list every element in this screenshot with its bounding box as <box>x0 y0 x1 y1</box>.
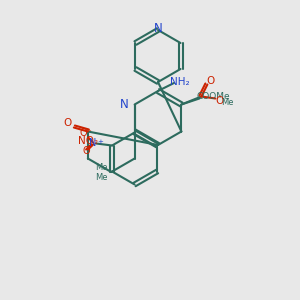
Text: COOMe: COOMe <box>196 92 230 101</box>
Text: NH₂: NH₂ <box>170 77 190 87</box>
Text: Me: Me <box>95 163 107 172</box>
Text: O: O <box>215 95 223 106</box>
Text: N: N <box>154 22 162 35</box>
Text: O: O <box>64 118 72 128</box>
Text: O⁻: O⁻ <box>80 128 92 139</box>
Text: Me: Me <box>221 98 234 107</box>
Text: NO₂: NO₂ <box>78 136 98 146</box>
Text: O: O <box>82 146 90 157</box>
Text: Me: Me <box>95 172 107 182</box>
Text: O: O <box>206 76 214 85</box>
Text: +: + <box>97 139 103 145</box>
Text: N: N <box>120 98 129 111</box>
Text: N: N <box>89 139 97 148</box>
